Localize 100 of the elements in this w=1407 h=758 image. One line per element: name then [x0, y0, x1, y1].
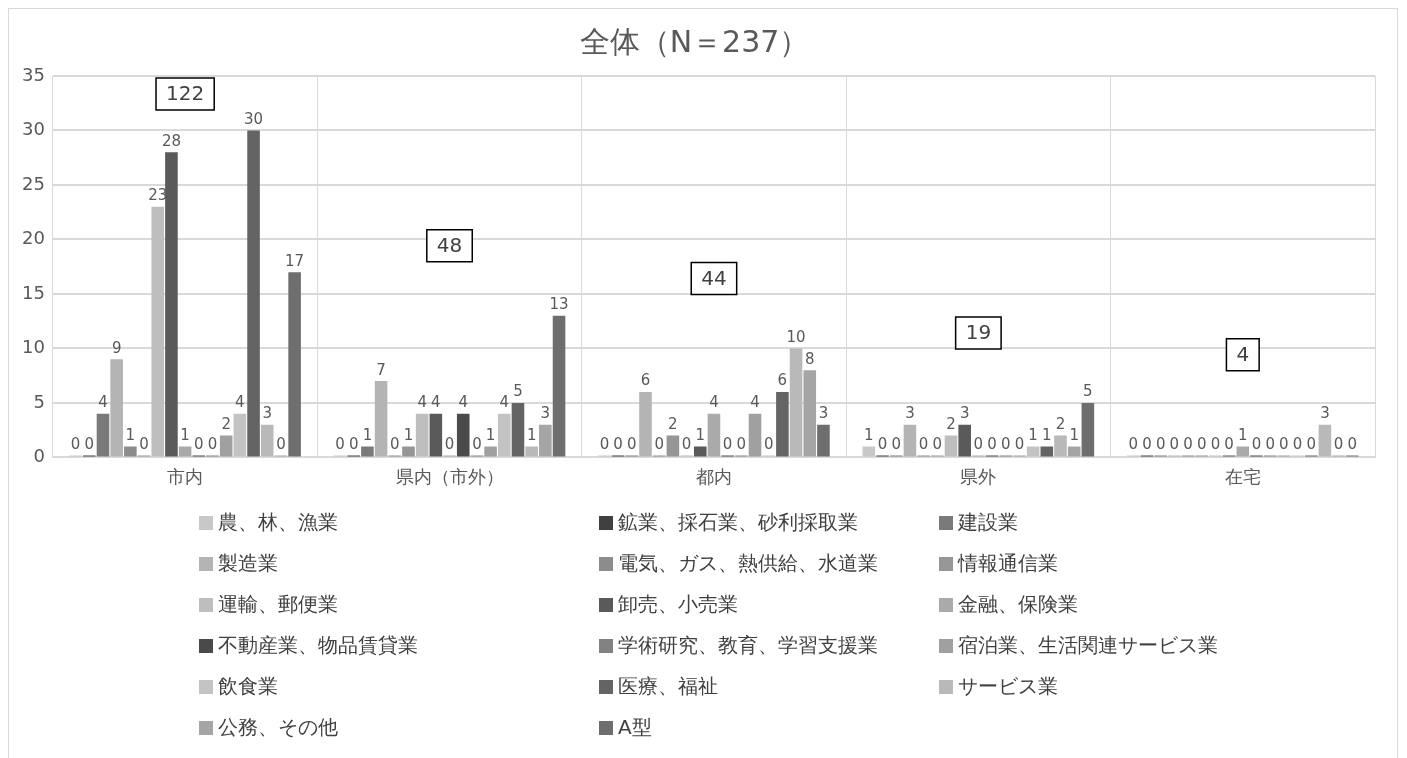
data-label: 1 — [403, 425, 414, 444]
y-tick-label: 0 — [33, 445, 45, 467]
x-tick-label: 都内 — [695, 465, 732, 487]
data-label: 1 — [485, 425, 496, 444]
data-label: 9 — [111, 338, 122, 357]
legend-label: 運輸、郵便業 — [218, 591, 338, 618]
legend-label: 農、林、漁業 — [218, 509, 338, 536]
legend-label: サービス業 — [958, 673, 1058, 700]
y-tick-label: 5 — [33, 390, 45, 412]
data-label: 5 — [513, 382, 523, 401]
data-label: 0 — [1169, 434, 1180, 453]
data-label: 0 — [1128, 434, 1139, 453]
data-label: 4 — [750, 393, 760, 412]
data-label: 0 — [472, 434, 482, 453]
data-label: 0 — [276, 434, 286, 453]
data-label: 1 — [180, 425, 190, 444]
legend-label: A型 — [618, 714, 652, 741]
data-label: 1 — [1028, 425, 1038, 444]
data-label: 0 — [1014, 434, 1025, 453]
data-label: 0 — [1000, 434, 1011, 453]
data-label: 8 — [804, 349, 815, 368]
data-label: 1 — [362, 425, 373, 444]
data-label: 0 — [139, 434, 149, 453]
legend-label: 製造業 — [218, 550, 278, 577]
data-label: 4 — [417, 393, 427, 412]
data-label: 0 — [390, 434, 400, 453]
data-label: 0 — [84, 434, 95, 453]
x-tick-label: 市内 — [167, 465, 204, 487]
data-label: 0 — [654, 434, 664, 453]
data-label: 17 — [285, 251, 305, 270]
data-label: 0 — [335, 434, 345, 453]
data-label: 1 — [1042, 425, 1052, 444]
data-label: 0 — [1210, 434, 1221, 453]
x-tick-label: 県内（市外） — [395, 465, 504, 487]
data-label: 10 — [786, 327, 806, 346]
data-label: 1 — [125, 425, 136, 444]
data-label: 0 — [1196, 434, 1207, 453]
data-label: 3 — [1320, 404, 1330, 423]
data-label: 0 — [918, 434, 929, 453]
data-label: 0 — [877, 434, 888, 453]
y-tick-label: 35 — [22, 63, 45, 85]
data-label: 0 — [987, 434, 997, 453]
legend-label: 電気、ガス、熱供給、水道業 — [618, 550, 878, 577]
data-label: 4 — [98, 393, 108, 412]
legend-label: 金融、保険業 — [958, 591, 1078, 618]
data-label: 28 — [161, 131, 181, 150]
data-label: 0 — [444, 434, 455, 453]
data-label: 0 — [70, 434, 81, 453]
annotation: 4 — [1236, 341, 1250, 366]
y-tick-label: 15 — [22, 281, 45, 303]
data-label: 1 — [1069, 425, 1079, 444]
data-label: 3 — [262, 404, 273, 423]
legend-label: 鉱業、採石業、砂利採取業 — [618, 509, 858, 536]
legend-label: 情報通信業 — [958, 550, 1058, 577]
data-label: 0 — [722, 434, 733, 453]
data-label: 2 — [946, 415, 956, 433]
data-label: 0 — [932, 434, 943, 453]
data-label: 0 — [627, 434, 637, 453]
y-tick-label: 25 — [22, 172, 45, 194]
data-label: 3 — [540, 404, 551, 423]
x-tick-label: 県外 — [960, 465, 997, 487]
legend-label: 不動産業、物品賃貸業 — [218, 632, 418, 659]
data-label: 4 — [431, 393, 441, 412]
data-label: 4 — [235, 393, 245, 412]
annotation: 19 — [965, 320, 992, 345]
data-label: 1 — [864, 425, 874, 444]
chart-title: 全体（N＝237） — [579, 23, 810, 59]
data-label: 3 — [818, 404, 829, 423]
data-label: 3 — [905, 404, 915, 423]
legend-label: 飲食業 — [218, 673, 278, 700]
legend-label: 卸売、小売業 — [618, 591, 738, 618]
annotation: 122 — [166, 81, 205, 106]
data-label: 0 — [763, 434, 774, 453]
data-label: 0 — [1155, 434, 1166, 453]
data-label: 6 — [640, 371, 651, 390]
data-label: 0 — [1251, 434, 1262, 453]
data-label: 1 — [1238, 425, 1248, 444]
data-label: 0 — [736, 434, 747, 453]
data-label: 0 — [1265, 434, 1275, 453]
data-label: 2 — [668, 415, 678, 433]
data-label: 0 — [1347, 434, 1358, 453]
data-label: 0 — [348, 434, 359, 453]
data-label: 4 — [709, 393, 719, 412]
data-label: 7 — [376, 360, 386, 379]
data-label: 0 — [891, 434, 902, 453]
x-tick-label: 在宅 — [1224, 465, 1261, 487]
data-label: 0 — [194, 434, 204, 453]
data-label: 4 — [458, 393, 468, 412]
legend-label: 学術研究、教育、学習支援業 — [618, 632, 878, 659]
data-label: 5 — [1083, 382, 1093, 401]
data-label: 0 — [1279, 434, 1289, 453]
data-label: 0 — [1292, 434, 1303, 453]
data-label: 0 — [681, 434, 692, 453]
data-label: 0 — [1333, 434, 1344, 453]
data-label: 0 — [973, 434, 984, 453]
data-label: 3 — [959, 404, 970, 423]
data-label: 2 — [1055, 415, 1066, 433]
legend-label: 宿泊業、生活関連サービス業 — [958, 632, 1218, 659]
y-tick-label: 10 — [22, 336, 45, 358]
legend-label: 建設業 — [958, 509, 1018, 536]
